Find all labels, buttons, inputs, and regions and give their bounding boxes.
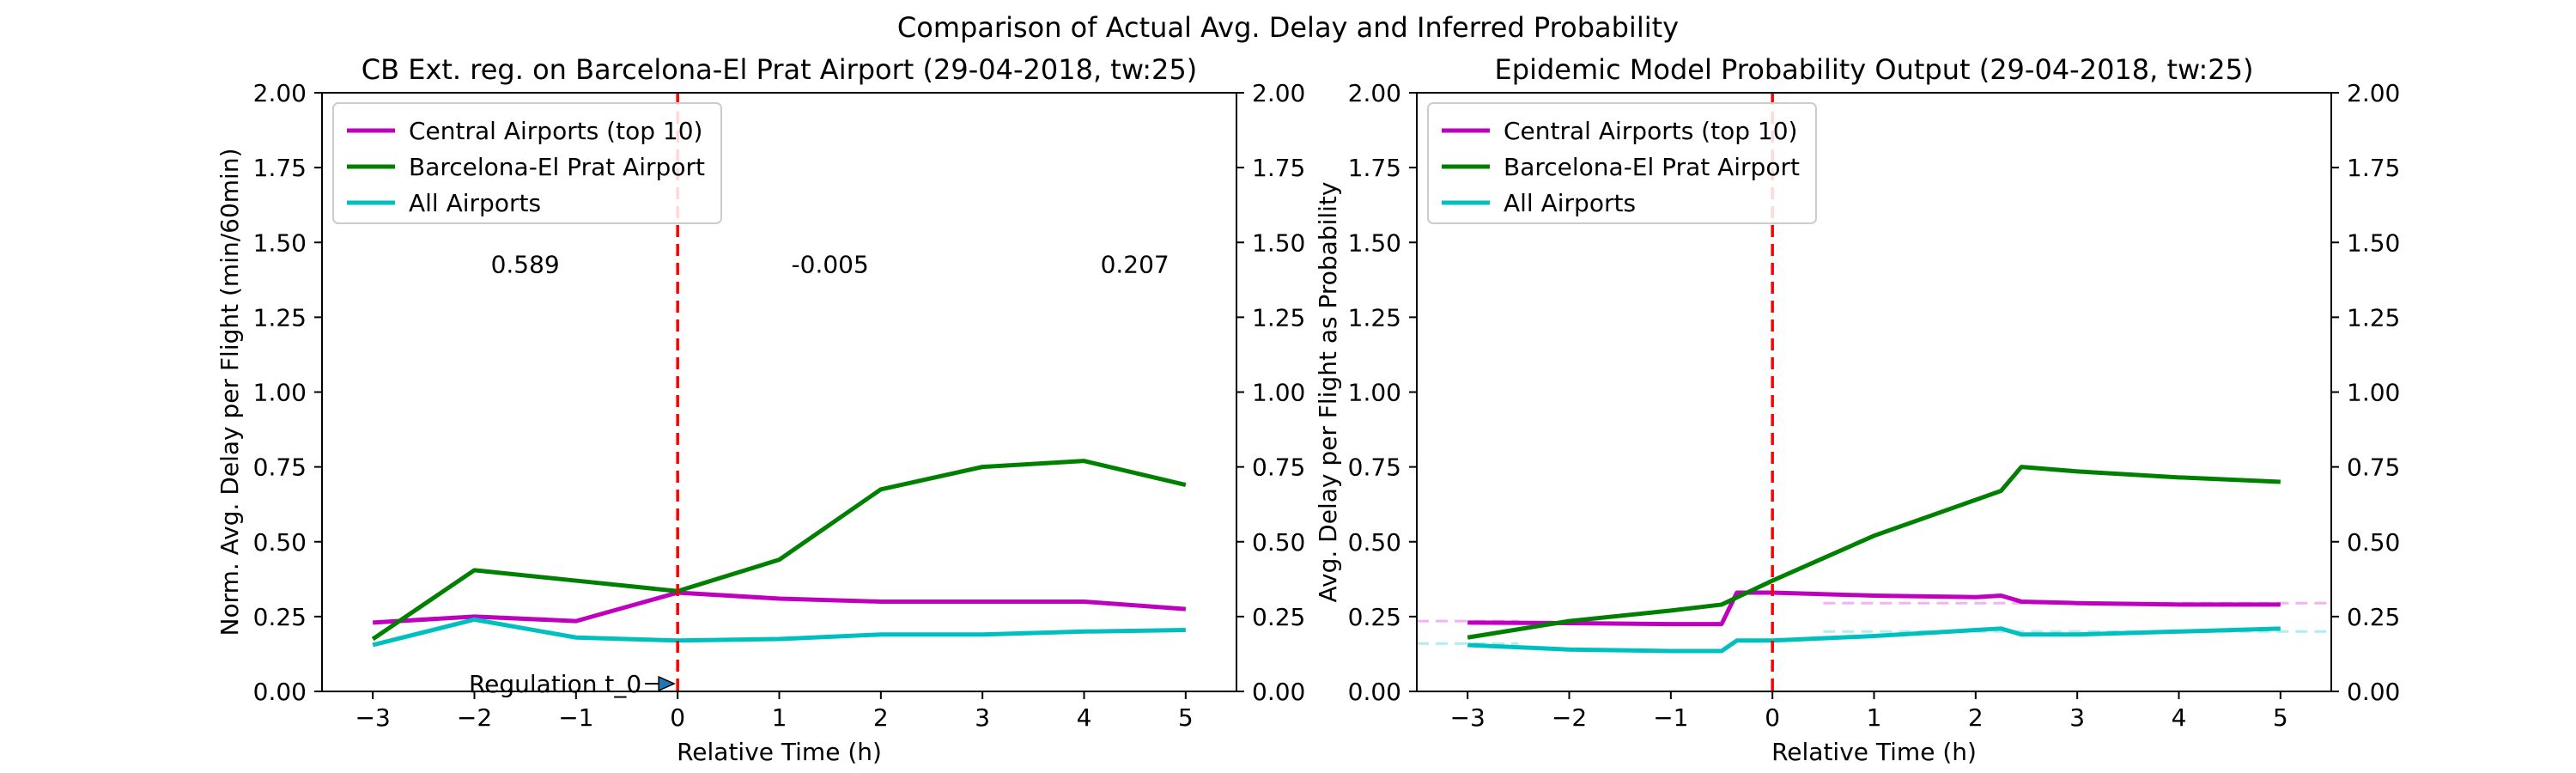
x-axis-label: Relative Time (h) bbox=[1771, 738, 1977, 766]
x-tick-label: 2 bbox=[1968, 703, 1984, 732]
y-tick-label-left: 0.25 bbox=[253, 603, 307, 631]
legend: Central Airports (top 10) Barcelona-El Pr… bbox=[332, 102, 722, 224]
y-tick-label-right: 1.75 bbox=[1252, 154, 1305, 182]
y-tick-label-left: 0.00 bbox=[253, 678, 307, 706]
chart-title: Epidemic Model Probability Output (29-04… bbox=[1495, 53, 2254, 86]
chart-left: CB Ext. reg. on Barcelona-El Prat Airpor… bbox=[216, 53, 1305, 766]
y-tick-label-right: 1.50 bbox=[1252, 228, 1305, 257]
y-tick-label-right: 0.00 bbox=[2347, 678, 2400, 706]
y-tick-label-left: 0.50 bbox=[253, 528, 307, 557]
y-tick-label-left: 2.00 bbox=[1348, 79, 1401, 107]
y-tick-label-left: 1.75 bbox=[253, 154, 307, 182]
series-line-2 bbox=[372, 617, 1186, 648]
y-tick-label-right: 0.75 bbox=[1252, 453, 1305, 482]
y-tick-label-right: 1.00 bbox=[1252, 379, 1305, 407]
x-tick-label: 1 bbox=[772, 703, 787, 732]
y-tick-label-left: 0.50 bbox=[1348, 528, 1401, 557]
y-tick-label-right: 2.00 bbox=[2347, 79, 2400, 107]
series-line-1 bbox=[371, 459, 1187, 642]
figure-suptitle: Comparison of Actual Avg. Delay and Infe… bbox=[897, 11, 1679, 44]
x-axis-label: Relative Time (h) bbox=[677, 738, 882, 766]
y-axis-label: Avg. Delay per Flight as Probability bbox=[1314, 182, 1342, 603]
y-tick-label-left: 1.00 bbox=[1348, 379, 1401, 407]
y-tick-label-right: 1.75 bbox=[2347, 154, 2400, 182]
y-tick-label-right: 0.50 bbox=[1252, 528, 1305, 557]
series-line-2 bbox=[1467, 626, 2281, 654]
x-tick-label: −2 bbox=[457, 703, 492, 732]
x-tick-label: 0 bbox=[1765, 703, 1780, 732]
y-tick-label-right: 1.50 bbox=[2347, 228, 2400, 257]
y-tick-label-left: 2.00 bbox=[253, 79, 307, 107]
regulation-arrow-head bbox=[658, 675, 677, 692]
x-tick-label: −3 bbox=[355, 703, 391, 732]
regulation-label: Regulation t_0 bbox=[469, 670, 641, 698]
annotation-label: 0.207 bbox=[1101, 251, 1170, 279]
y-tick-label-right: 0.00 bbox=[1252, 678, 1305, 706]
y-tick-label-right: 0.50 bbox=[2347, 528, 2400, 557]
x-tick-label: 1 bbox=[1867, 703, 1882, 732]
legend-box bbox=[1427, 102, 1817, 224]
y-tick-label-left: 1.50 bbox=[253, 228, 307, 257]
x-tick-label: −3 bbox=[1450, 703, 1485, 732]
y-axis-label: Norm. Avg. Delay per Flight (min/60min) bbox=[216, 148, 244, 636]
y-tick-label-right: 0.75 bbox=[2347, 453, 2400, 482]
y-tick-label-left: 0.25 bbox=[1348, 603, 1401, 631]
chart-title: CB Ext. reg. on Barcelona-El Prat Airpor… bbox=[361, 53, 1198, 86]
legend: Central Airports (top 10) Barcelona-El Pr… bbox=[1427, 102, 1817, 224]
y-tick-label-left: 1.00 bbox=[253, 379, 307, 407]
legend-label: All Airports bbox=[1504, 189, 1636, 217]
y-tick-label-left: 0.75 bbox=[253, 453, 307, 482]
legend-label: Barcelona-El Prat Airport bbox=[1504, 153, 1800, 181]
y-tick-label-left: 1.25 bbox=[1348, 303, 1401, 332]
y-tick-label-right: 2.00 bbox=[1252, 79, 1305, 107]
y-tick-label-left: 1.25 bbox=[253, 303, 307, 332]
series-line-0 bbox=[1467, 590, 2281, 627]
y-tick-label-right: 0.25 bbox=[1252, 603, 1305, 631]
legend-label: Barcelona-El Prat Airport bbox=[409, 153, 705, 181]
y-tick-label-left: 0.00 bbox=[1348, 678, 1401, 706]
x-tick-label: −1 bbox=[558, 703, 593, 732]
y-tick-label-right: 1.00 bbox=[2347, 379, 2400, 407]
y-tick-label-right: 1.25 bbox=[1252, 303, 1305, 332]
x-tick-label: 5 bbox=[2273, 703, 2288, 732]
legend-label: Central Airports (top 10) bbox=[409, 117, 702, 145]
x-tick-label: 3 bbox=[2069, 703, 2085, 732]
series-line-0 bbox=[373, 590, 1187, 625]
y-tick-label-left: 1.50 bbox=[1348, 228, 1401, 257]
y-tick-label-right: 0.25 bbox=[2347, 603, 2400, 631]
x-tick-label: −1 bbox=[1653, 703, 1688, 732]
x-tick-label: 3 bbox=[975, 703, 990, 732]
x-tick-label: 5 bbox=[1178, 703, 1194, 732]
y-tick-label-left: 1.75 bbox=[1348, 154, 1401, 182]
series-line-1 bbox=[1467, 465, 2281, 640]
annotation-label: -0.005 bbox=[792, 251, 869, 279]
x-tick-label: 0 bbox=[670, 703, 685, 732]
chart-right: Epidemic Model Probability Output (29-04… bbox=[1314, 53, 2400, 766]
y-tick-label-left: 0.75 bbox=[1348, 453, 1401, 482]
legend-label: Central Airports (top 10) bbox=[1504, 117, 1797, 145]
legend-box bbox=[332, 102, 722, 224]
x-tick-label: 2 bbox=[873, 703, 889, 732]
y-tick-label-right: 1.25 bbox=[2347, 303, 2400, 332]
annotation-label: 0.589 bbox=[491, 251, 560, 279]
legend-label: All Airports bbox=[409, 189, 541, 217]
x-tick-label: 4 bbox=[1077, 703, 1092, 732]
x-tick-label: −2 bbox=[1552, 703, 1587, 732]
x-tick-label: 4 bbox=[2172, 703, 2187, 732]
